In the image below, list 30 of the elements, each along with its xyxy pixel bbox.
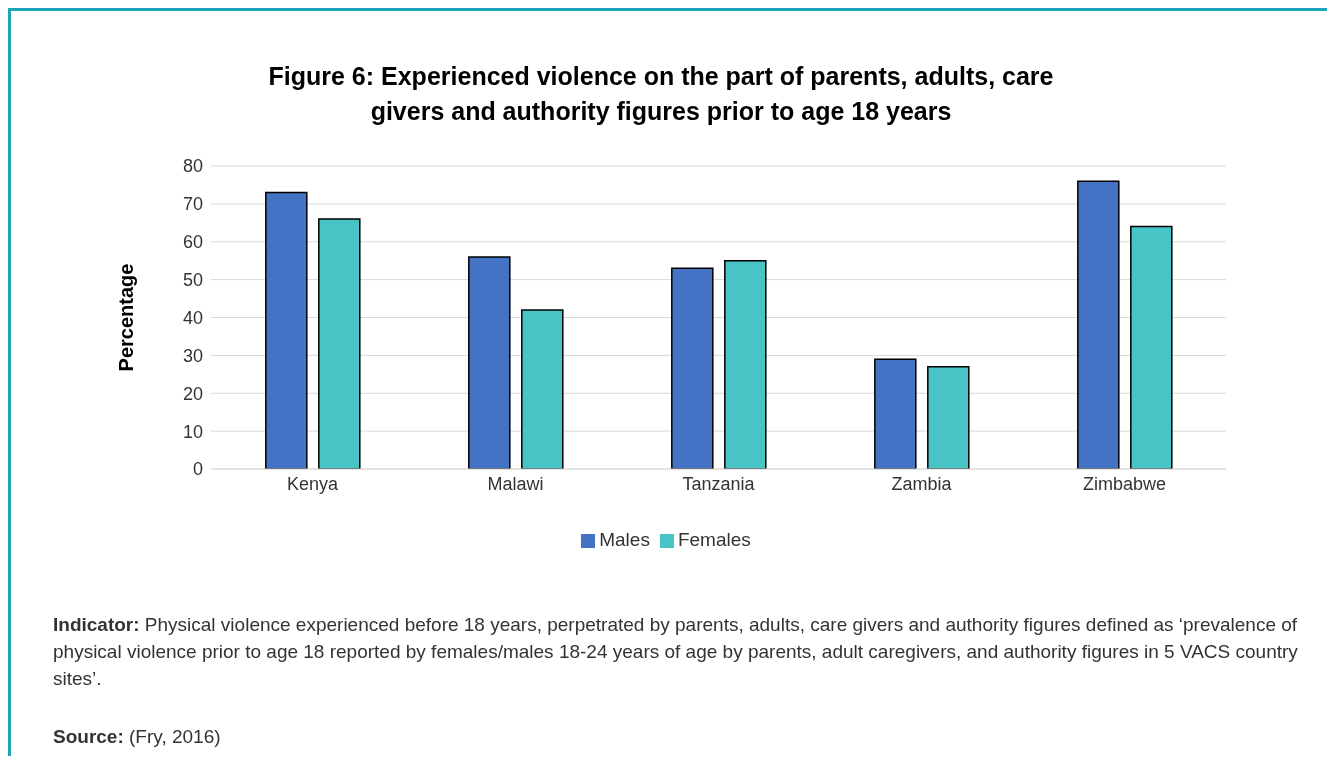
x-tick-label: Kenya (286, 473, 339, 494)
y-tick-label: 50 (182, 270, 203, 291)
bar (1077, 180, 1120, 469)
bar (927, 365, 970, 469)
legend-label: Males (599, 529, 650, 550)
y-tick-label: 80 (182, 156, 203, 177)
bar (724, 259, 767, 469)
bar (671, 267, 714, 469)
y-tick-label: 60 (182, 232, 203, 253)
bar (318, 218, 361, 469)
x-tick-label: Tanzania (682, 473, 756, 494)
x-tick-label: Malawi (487, 473, 544, 494)
x-tick-label: Zimbabwe (1082, 473, 1167, 494)
y-tick-label: 40 (182, 307, 203, 328)
y-tick-label: 70 (182, 194, 203, 215)
bar (1130, 225, 1173, 469)
bar (468, 256, 511, 469)
legend-label: Females (677, 529, 751, 550)
bar (521, 309, 564, 469)
y-tick-label: 0 (192, 459, 203, 480)
source-note: Source: (Fry, 2016) (53, 725, 222, 749)
y-tick-label: 30 (182, 345, 203, 366)
y-axis-title: Percentage (115, 263, 138, 372)
y-tick-label: 20 (182, 383, 203, 404)
text: Indicator: Physical violence experienced before 18 years, perpetrated by parents, adults, care givers and authority figures defined as ‘prevalence of physical violence prior to age 18 reported by females/males 18-24 years of age by parents, adult caregivers, and authority figures in 5 VACS country sites’. (53, 613, 1299, 691)
chart-title: Figure 6: Experienced violence on the part of parents, adults, care givers and authority figures prior to age 18 years (267, 61, 1055, 127)
y-tick-label: 10 (182, 421, 203, 442)
x-tick-label: Zambia (891, 473, 953, 494)
bar (874, 358, 917, 469)
bar (265, 191, 308, 469)
